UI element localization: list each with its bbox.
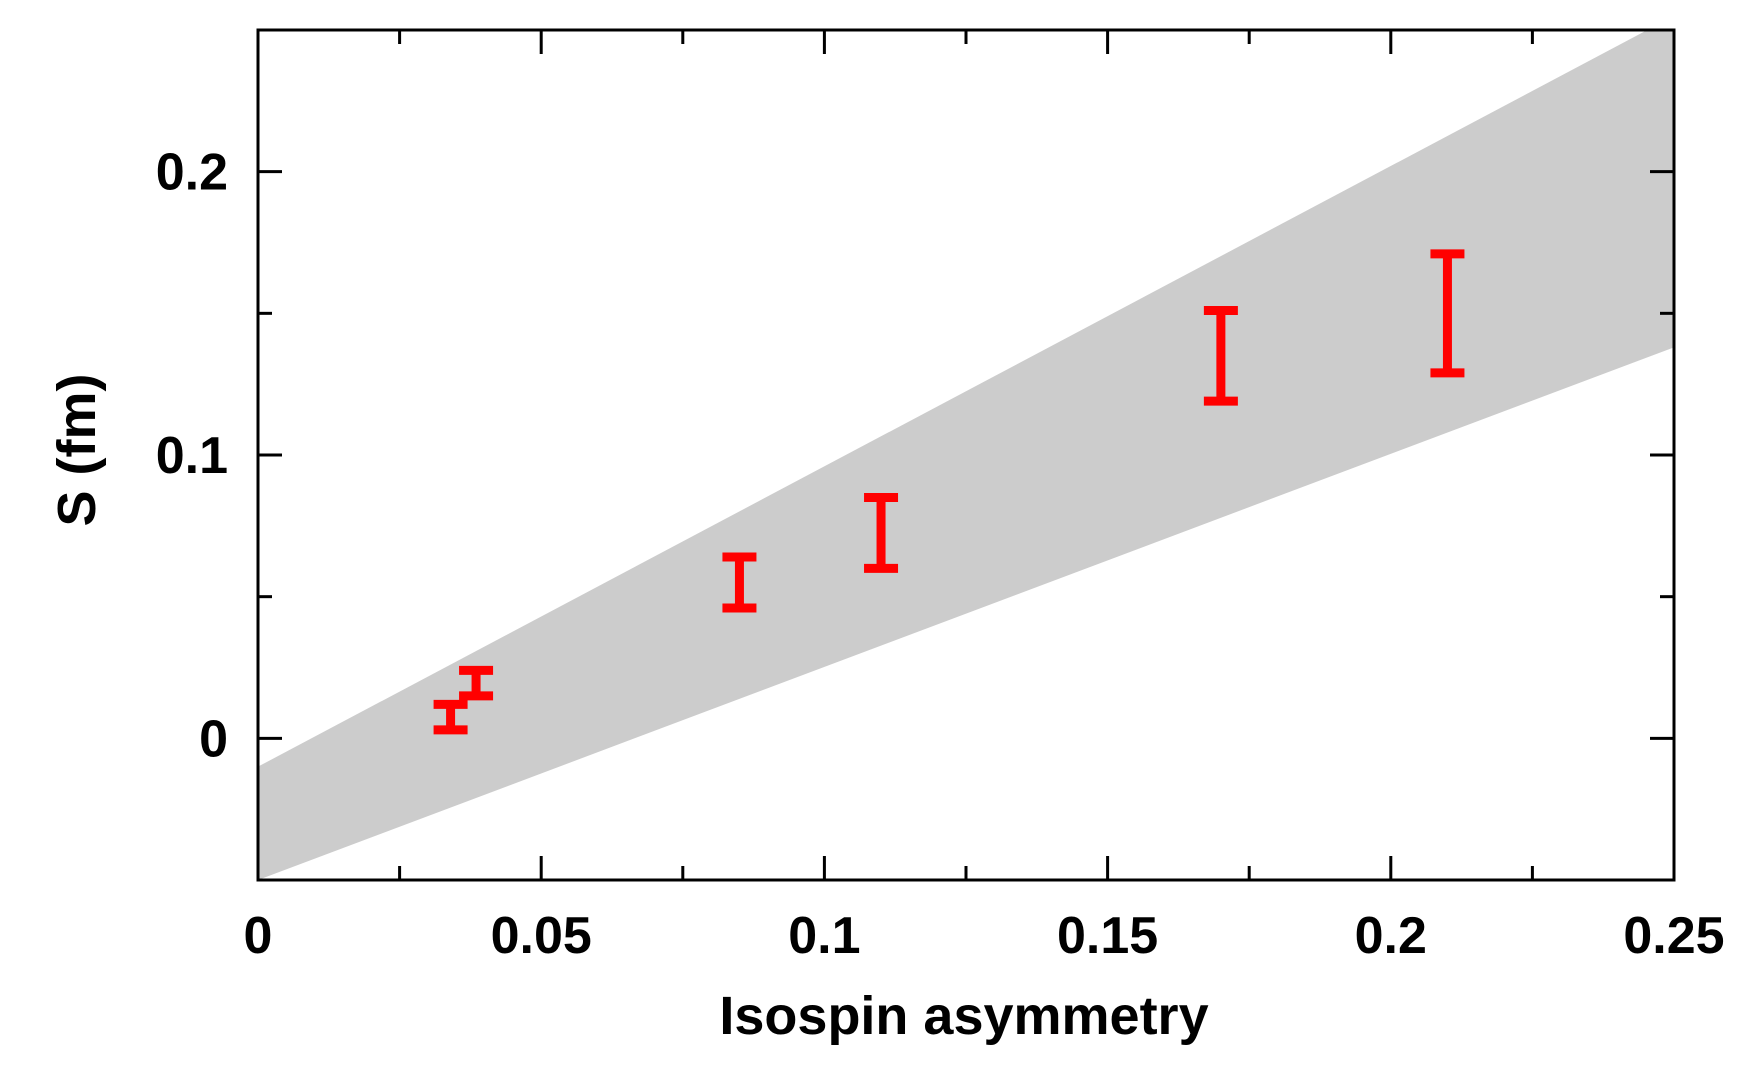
y-tick-label: 0.1 — [156, 427, 228, 485]
y-tick-label: 0.2 — [156, 144, 228, 202]
tick-layer — [256, 30, 1676, 880]
x-tick-label: 0.1 — [788, 907, 860, 965]
x-tick-label: 0.25 — [1623, 907, 1724, 965]
y-axis-label: S (fm) — [47, 374, 107, 527]
error-bar-point — [1203, 306, 1238, 406]
error-bar-point — [433, 699, 468, 735]
error-bar-point — [459, 665, 494, 701]
x-tick-label: 0.05 — [491, 907, 592, 965]
x-axis-label: Isospin asymmetry — [719, 986, 1208, 1046]
x-tick-label: 0.2 — [1355, 907, 1427, 965]
points-layer — [433, 249, 1465, 735]
error-bar-point — [722, 552, 757, 613]
band-layer — [258, 30, 1674, 880]
label-layer: 0 0.05 0.1 0.15 0.2 0.25 0 0.1 0.2 — [156, 144, 1725, 965]
error-bar-point — [864, 493, 899, 573]
x-tick-label: 0 — [244, 907, 273, 965]
uncertainty-band — [258, 30, 1674, 880]
error-bar-point — [1430, 249, 1465, 378]
y-tick-label: 0 — [199, 710, 228, 768]
x-tick-label: 0.15 — [1057, 907, 1158, 965]
